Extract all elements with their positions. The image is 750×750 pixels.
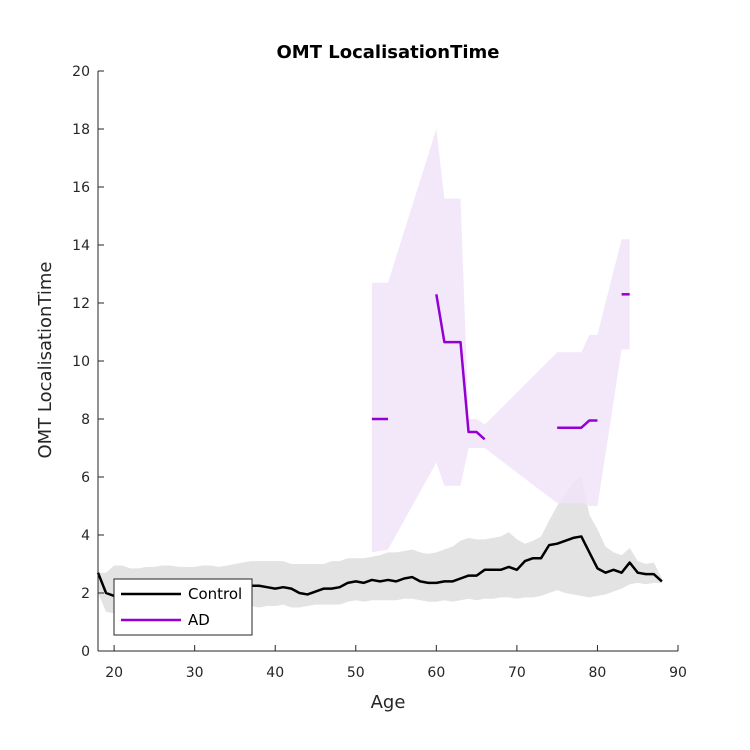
x-tick-label-80: 80 (589, 665, 607, 681)
legend: Control AD (113, 578, 253, 636)
y-tick-label-18: 18 (72, 122, 90, 138)
y-tick-label-14: 14 (72, 238, 90, 254)
x-tick-label-60: 60 (427, 665, 445, 681)
legend-box (113, 578, 253, 636)
chart-title: OMT LocalisationTime (277, 42, 500, 63)
ad-band (371, 129, 630, 553)
x-tick-label-50: 50 (347, 665, 365, 681)
x-tick-label-30: 30 (186, 665, 204, 681)
y-tick-label-6: 6 (81, 470, 90, 486)
x-axis-title: Age (371, 692, 406, 713)
y-tick-label-10: 10 (72, 354, 90, 370)
x-tick-label-90: 90 (669, 665, 687, 681)
axes: 20 30 40 50 60 70 80 90 0 2 4 6 8 10 12 14 16 18 20 (72, 64, 687, 681)
ad-line-segment-3 (557, 419, 598, 429)
y-tick-label-16: 16 (72, 180, 90, 196)
ad-line-segment-2 (435, 294, 486, 441)
y-tick-label-8: 8 (81, 412, 90, 428)
x-tick-label-20: 20 (105, 665, 123, 681)
y-tick-label-2: 2 (81, 586, 90, 602)
legend-label-control: Control (188, 585, 242, 603)
legend-label-ad: AD (188, 611, 210, 629)
y-tick-label-12: 12 (72, 296, 90, 312)
y-tick-label-0: 0 (81, 644, 90, 660)
y-axis-title: OMT LocalisationTime (35, 261, 56, 458)
x-tick-label-40: 40 (266, 665, 284, 681)
x-tick-label-70: 70 (508, 665, 526, 681)
confidence-bands (98, 129, 662, 614)
y-tick-label-4: 4 (81, 528, 90, 544)
y-tick-label-20: 20 (72, 64, 90, 80)
